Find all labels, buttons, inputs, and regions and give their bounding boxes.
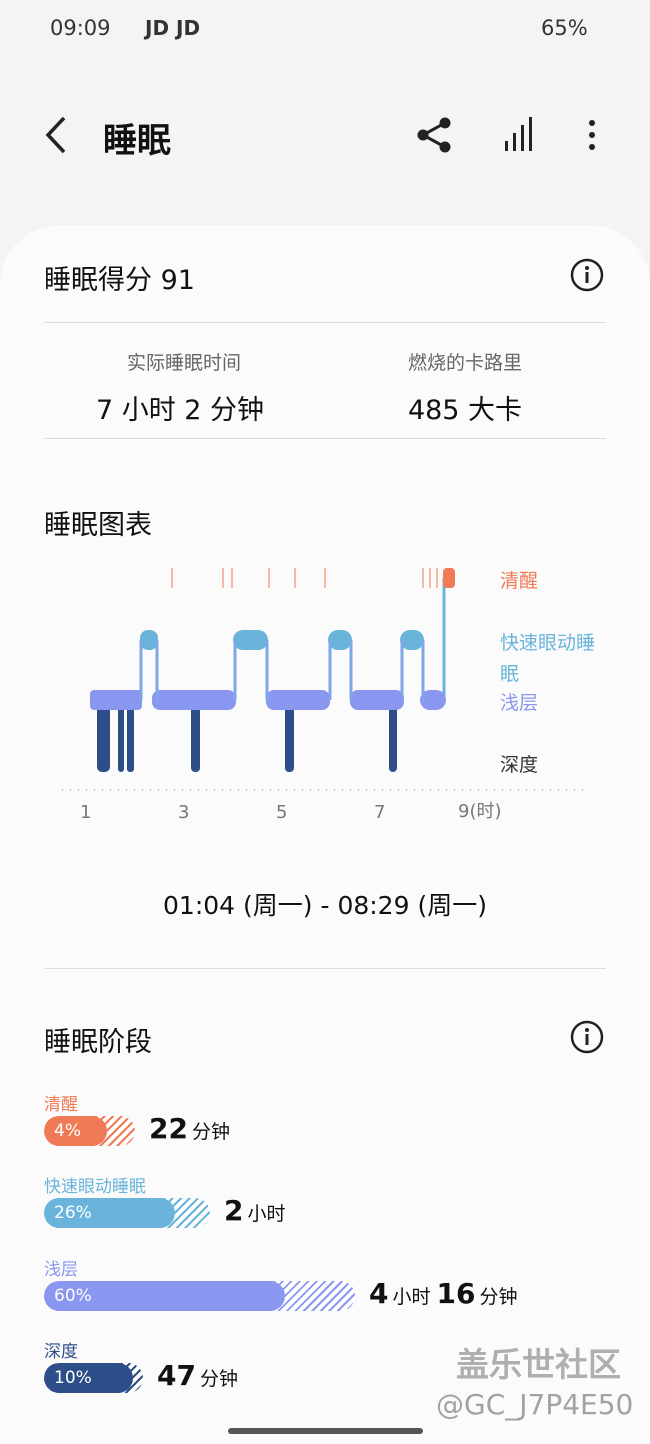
stage-bar: 10% <box>44 1363 143 1393</box>
sleep-score: 睡眠得分 91 <box>44 265 195 296</box>
duration-number: 22 <box>149 1112 188 1145</box>
sleep-card <box>0 225 650 1444</box>
stage-name: 快速眼动睡眠 <box>44 1177 146 1197</box>
home-indicator <box>228 1428 423 1434</box>
chart-title: 睡眠图表 <box>44 510 152 541</box>
status-time: 09:09 <box>50 16 111 40</box>
x-tick-label: 5 <box>276 802 288 823</box>
stage-name: 清醒 <box>44 1095 78 1115</box>
stage-percent: 26% <box>44 1198 175 1228</box>
duration-unit: 分钟 <box>479 1286 518 1308</box>
divider <box>44 438 606 439</box>
toolbar[interactable] <box>415 115 615 155</box>
stage-percent: 60% <box>44 1281 285 1311</box>
hypnogram <box>62 568 590 791</box>
stage-percent: 10% <box>44 1363 133 1393</box>
x-tick-label: 7 <box>374 802 386 823</box>
stage-bar: 60% <box>44 1281 355 1311</box>
stage-bar: 4% <box>44 1116 135 1146</box>
duration-unit: 分钟 <box>199 1368 238 1390</box>
summary-value: 485 大卡 <box>407 395 523 426</box>
summary-label: 实际睡眠时间 <box>126 352 241 374</box>
back-button[interactable] <box>40 112 80 158</box>
stage-percent: 4% <box>44 1116 107 1146</box>
divider <box>44 322 606 323</box>
info-icon[interactable] <box>570 258 604 292</box>
duration-unit: 小时 <box>392 1286 431 1308</box>
duration-unit: 分钟 <box>191 1121 230 1143</box>
stage-bar: 26% <box>44 1198 210 1228</box>
x-tick-label: 3 <box>178 802 190 823</box>
duration-unit: 小时 <box>247 1203 286 1225</box>
x-tick-label: 9(时) <box>458 801 502 822</box>
stage-duration: 22 分钟 <box>149 1112 236 1145</box>
legend-awake: 清醒 <box>500 570 539 592</box>
legend-rem: 快速眼动睡眠 <box>500 632 596 685</box>
duration-number: 16 <box>436 1277 476 1310</box>
legend-deep: 深度 <box>500 754 539 776</box>
duration-number: 4 <box>369 1277 389 1310</box>
legend-light: 浅层 <box>500 692 539 714</box>
summary-value: 7 小时 2 分钟 <box>95 395 265 426</box>
info-icon[interactable] <box>570 1020 604 1054</box>
stage-duration: 47 分钟 <box>157 1359 244 1392</box>
duration-number: 2 <box>224 1194 244 1227</box>
page-title: 睡眠 <box>103 121 171 161</box>
time-range: 01:04 (周一) - 08:29 (周一) <box>163 891 487 920</box>
watermark-brand: 盖乐世社区 <box>456 1345 621 1384</box>
divider <box>44 968 606 969</box>
stage-name: 深度 <box>44 1342 78 1362</box>
stage-name: 浅层 <box>44 1260 78 1280</box>
stage-duration: 4 小时 16 分钟 <box>369 1277 523 1310</box>
status-battery: 65% <box>541 16 588 40</box>
duration-number: 47 <box>157 1359 196 1392</box>
status-notifications: JD JD <box>145 16 201 40</box>
stages-title: 睡眠阶段 <box>44 1027 152 1058</box>
watermark-user: @GC_J7P4E50 <box>436 1388 634 1421</box>
stage-duration: 2 小时 <box>224 1194 292 1227</box>
x-tick-label: 1 <box>80 802 92 823</box>
summary-label: 燃烧的卡路里 <box>407 352 522 374</box>
